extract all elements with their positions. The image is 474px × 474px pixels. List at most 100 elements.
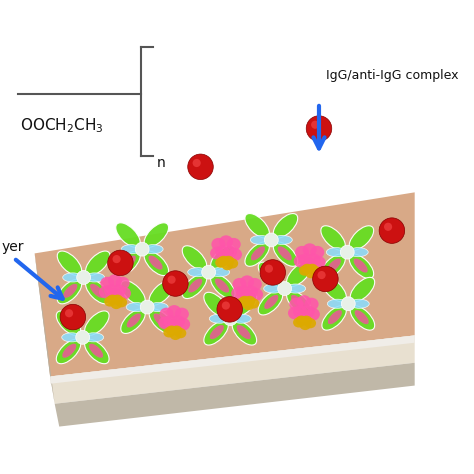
Ellipse shape	[110, 299, 122, 309]
Ellipse shape	[86, 251, 110, 275]
Ellipse shape	[248, 278, 262, 291]
Ellipse shape	[232, 278, 246, 291]
Ellipse shape	[108, 274, 122, 287]
Ellipse shape	[221, 260, 233, 270]
Polygon shape	[55, 363, 415, 427]
Ellipse shape	[285, 284, 306, 293]
Circle shape	[188, 154, 213, 180]
Ellipse shape	[297, 295, 311, 308]
Polygon shape	[50, 336, 415, 384]
Circle shape	[318, 271, 326, 279]
Ellipse shape	[90, 284, 104, 298]
Ellipse shape	[303, 243, 317, 256]
Ellipse shape	[258, 262, 283, 287]
Ellipse shape	[328, 299, 347, 308]
Ellipse shape	[240, 275, 254, 288]
Ellipse shape	[278, 282, 292, 295]
Ellipse shape	[293, 305, 307, 318]
Polygon shape	[35, 192, 415, 376]
Ellipse shape	[301, 316, 312, 326]
Ellipse shape	[188, 279, 202, 292]
Polygon shape	[35, 254, 55, 404]
Ellipse shape	[89, 344, 103, 358]
Ellipse shape	[148, 255, 163, 270]
Ellipse shape	[182, 274, 207, 299]
Ellipse shape	[62, 333, 82, 342]
Ellipse shape	[204, 292, 228, 317]
Ellipse shape	[99, 286, 113, 299]
Circle shape	[306, 116, 332, 141]
Ellipse shape	[340, 245, 354, 259]
Ellipse shape	[202, 265, 216, 279]
Ellipse shape	[210, 314, 229, 323]
Ellipse shape	[223, 312, 237, 326]
Ellipse shape	[144, 251, 169, 275]
Ellipse shape	[140, 300, 154, 314]
Ellipse shape	[223, 246, 237, 258]
Ellipse shape	[322, 277, 346, 302]
Circle shape	[192, 159, 201, 167]
Ellipse shape	[232, 320, 256, 345]
Ellipse shape	[77, 271, 91, 284]
Ellipse shape	[154, 313, 168, 328]
Ellipse shape	[210, 247, 224, 260]
Ellipse shape	[237, 285, 250, 298]
Ellipse shape	[293, 317, 305, 328]
Ellipse shape	[112, 284, 126, 297]
Ellipse shape	[167, 305, 181, 318]
Ellipse shape	[164, 315, 177, 328]
Ellipse shape	[62, 344, 76, 358]
Ellipse shape	[56, 339, 81, 364]
Ellipse shape	[56, 311, 81, 336]
Ellipse shape	[167, 319, 181, 332]
Ellipse shape	[264, 284, 284, 293]
Ellipse shape	[341, 297, 355, 310]
Text: yer: yer	[2, 240, 24, 254]
Ellipse shape	[295, 246, 309, 259]
Ellipse shape	[310, 246, 324, 259]
Ellipse shape	[144, 223, 169, 247]
Ellipse shape	[227, 258, 238, 268]
Ellipse shape	[117, 287, 131, 300]
Ellipse shape	[322, 306, 346, 330]
Ellipse shape	[219, 236, 233, 248]
Ellipse shape	[143, 245, 163, 254]
Ellipse shape	[149, 309, 173, 334]
Ellipse shape	[251, 246, 265, 260]
Ellipse shape	[321, 254, 345, 279]
Ellipse shape	[294, 255, 308, 267]
Ellipse shape	[223, 256, 234, 266]
Ellipse shape	[210, 325, 224, 339]
Ellipse shape	[121, 281, 145, 305]
Ellipse shape	[122, 255, 136, 270]
Ellipse shape	[210, 274, 235, 299]
Ellipse shape	[135, 242, 149, 256]
Ellipse shape	[76, 330, 90, 344]
Circle shape	[311, 120, 319, 129]
Ellipse shape	[100, 277, 114, 290]
Ellipse shape	[328, 310, 342, 324]
Ellipse shape	[83, 333, 104, 342]
Ellipse shape	[305, 268, 317, 278]
Ellipse shape	[171, 315, 185, 328]
Ellipse shape	[219, 249, 233, 262]
Circle shape	[313, 266, 338, 292]
Ellipse shape	[175, 308, 189, 320]
Ellipse shape	[321, 226, 345, 250]
Ellipse shape	[218, 256, 229, 266]
Ellipse shape	[85, 339, 109, 364]
Ellipse shape	[112, 295, 123, 305]
Ellipse shape	[244, 296, 255, 306]
Ellipse shape	[149, 281, 173, 305]
Ellipse shape	[303, 257, 317, 270]
Ellipse shape	[355, 310, 369, 324]
Ellipse shape	[311, 256, 326, 269]
Ellipse shape	[297, 309, 311, 322]
Ellipse shape	[327, 258, 341, 273]
Ellipse shape	[299, 254, 313, 266]
Ellipse shape	[57, 279, 82, 304]
Ellipse shape	[116, 277, 130, 290]
Ellipse shape	[63, 273, 83, 282]
Ellipse shape	[215, 246, 229, 258]
Ellipse shape	[175, 328, 186, 338]
